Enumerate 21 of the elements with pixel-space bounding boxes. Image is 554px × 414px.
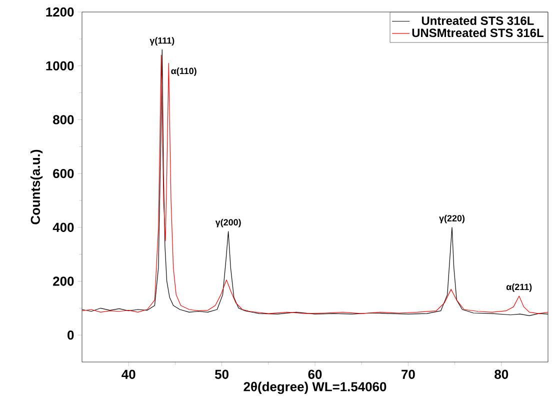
y-tick-label: 1000 bbox=[46, 61, 74, 70]
x-tick-label: 80 bbox=[494, 370, 508, 379]
x-tick-label: 70 bbox=[402, 370, 415, 379]
y-tick-label: 0 bbox=[68, 330, 74, 340]
y-tick-label: 1200 bbox=[46, 7, 74, 17]
annotation: α(110) bbox=[171, 68, 196, 76]
x-tick-label: 40 bbox=[122, 370, 136, 379]
x-axis-title: 2θ(degree) WL=1.54060 bbox=[244, 382, 386, 394]
annotation: γ(220) bbox=[439, 214, 465, 224]
legend-label: UNSMtreated STS 316L bbox=[412, 28, 544, 38]
legend-label: Untreated STS 316L bbox=[422, 16, 534, 25]
y-tick-label: 600 bbox=[53, 168, 74, 178]
x-tick-label: 60 bbox=[308, 370, 322, 379]
x-tick-label: 50 bbox=[215, 370, 228, 379]
y-axis-title: Counts(a.u.) bbox=[30, 150, 43, 224]
annotation: γ(111) bbox=[150, 37, 174, 46]
y-tick-label: 200 bbox=[53, 276, 74, 286]
y-tick-label: 400 bbox=[52, 222, 74, 232]
annotation: α(211) bbox=[506, 283, 532, 292]
annotation: γ(200) bbox=[215, 218, 241, 228]
y-tick-label: 800 bbox=[53, 115, 74, 124]
